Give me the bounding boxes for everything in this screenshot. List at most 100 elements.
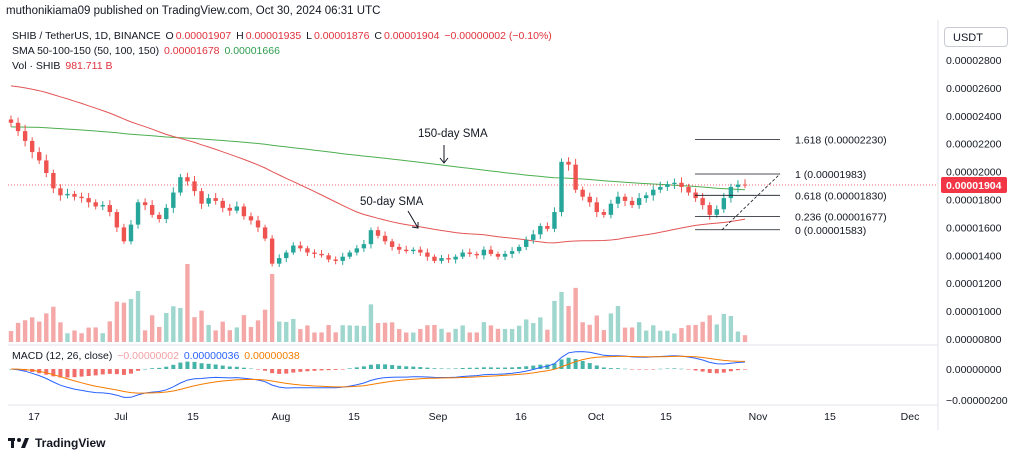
volume-bar bbox=[333, 332, 338, 342]
volume-bar bbox=[298, 329, 303, 342]
macd-hist-bar bbox=[121, 369, 126, 375]
candle-body bbox=[340, 256, 345, 261]
candle-body bbox=[622, 196, 628, 201]
candle-body bbox=[164, 207, 169, 220]
volume-bar bbox=[679, 328, 684, 342]
candle-body bbox=[361, 244, 367, 249]
volume-bar bbox=[651, 325, 656, 342]
volume-bar bbox=[319, 332, 324, 342]
fib-trend-line bbox=[721, 173, 781, 231]
candle-body bbox=[481, 249, 487, 256]
macd-hist-bar bbox=[658, 368, 663, 370]
time-tick-label: 15 bbox=[824, 411, 836, 423]
annotation-50-sma: 50-day SMA bbox=[360, 196, 424, 208]
volume-bar bbox=[157, 326, 162, 342]
volume-bar bbox=[587, 324, 592, 342]
volume-bar bbox=[227, 330, 232, 342]
candle-body bbox=[432, 256, 437, 261]
candle-body bbox=[651, 189, 656, 196]
candle-body bbox=[460, 252, 465, 257]
price-tick-label: 0.00002200 bbox=[946, 139, 1002, 151]
macd-hist-bar bbox=[376, 364, 380, 369]
candle-body bbox=[502, 253, 508, 257]
volume-bar bbox=[636, 322, 642, 342]
macd-hist-bar bbox=[312, 369, 317, 371]
volume-bar bbox=[368, 304, 374, 342]
macd-hist-bar bbox=[672, 368, 677, 369]
candle-body bbox=[100, 205, 105, 207]
candle-body bbox=[686, 186, 691, 193]
volume-bar bbox=[538, 317, 543, 342]
volume-bar bbox=[693, 324, 698, 342]
time-axis-ticks: 17 Jul 15 Aug 15 Sep 16 Oct 15 Nov 15 Dec bbox=[28, 411, 919, 423]
candle-body bbox=[728, 186, 734, 199]
macd-hist-bar bbox=[206, 363, 211, 369]
macd-hist-bar bbox=[637, 369, 642, 370]
volume-bar bbox=[516, 325, 522, 342]
volume-bar bbox=[178, 307, 183, 342]
volume-bar bbox=[37, 321, 42, 342]
volume-bar bbox=[149, 315, 155, 342]
currency-button[interactable]: USDT bbox=[944, 27, 1008, 47]
macd-hist-bar bbox=[333, 369, 338, 370]
candle-body bbox=[679, 182, 684, 187]
candle-body bbox=[488, 249, 494, 254]
volume-bar bbox=[714, 324, 719, 342]
candle-body bbox=[333, 259, 338, 261]
legend-symbol-row: SHIB / TetherUS, 1D, BINANCE O 0.00001907… bbox=[12, 30, 554, 42]
macd-hist-bar bbox=[16, 369, 21, 370]
candle-body bbox=[192, 181, 197, 192]
candle-body bbox=[213, 198, 218, 201]
candle-body bbox=[693, 192, 698, 199]
macd-hist-bar bbox=[693, 369, 698, 371]
candle-body bbox=[538, 226, 543, 235]
candle-body bbox=[375, 230, 381, 236]
volume-bar bbox=[248, 326, 254, 342]
volume-bar bbox=[340, 325, 345, 342]
volume-bar bbox=[474, 332, 480, 342]
macd-histogram-value: −0.00000002 bbox=[117, 350, 179, 362]
macd-hist-bar bbox=[601, 367, 606, 369]
macd-hist-bar bbox=[30, 369, 35, 372]
macd-hist-bar bbox=[566, 357, 571, 369]
macd-hist-bar bbox=[86, 369, 91, 376]
macd-hist-bar bbox=[510, 367, 515, 369]
time-tick-label: 15 bbox=[660, 411, 672, 423]
macd-hist-bar bbox=[679, 368, 684, 370]
macd-axis-ticks: 0.00000000 −0.00000200 bbox=[946, 364, 1008, 407]
volume-bar bbox=[347, 325, 352, 342]
volume-bar bbox=[305, 325, 310, 342]
candle-body bbox=[269, 238, 275, 264]
time-tick-label: Jul bbox=[114, 411, 127, 423]
macd-hist-bar bbox=[178, 362, 183, 369]
macd-hist-bar bbox=[743, 369, 747, 370]
candle-body bbox=[291, 245, 296, 253]
macd-hist-bar bbox=[735, 369, 740, 371]
candle-body bbox=[552, 212, 557, 229]
candle-body bbox=[389, 241, 395, 247]
price-tick-label: 0.00001000 bbox=[946, 306, 1002, 318]
macd-hist-bar bbox=[150, 368, 155, 369]
sma-label: SMA 50-100-150 (50, 100, 150) bbox=[12, 45, 160, 57]
macd-hist-bar bbox=[9, 369, 13, 370]
ohlc-low: 0.00001876 bbox=[313, 30, 370, 42]
sma150-value: 0.00001666 bbox=[224, 45, 280, 57]
price-tick-label: 0.00000800 bbox=[946, 334, 1002, 346]
published-info: muthonikiama09 published on TradingView.… bbox=[6, 5, 381, 17]
candle-body bbox=[629, 200, 635, 206]
candle-body bbox=[206, 198, 211, 204]
candle-body bbox=[545, 226, 550, 229]
volume-bar bbox=[580, 322, 585, 342]
volume-bars bbox=[8, 264, 748, 342]
macd-hist-bar bbox=[93, 369, 98, 376]
volume-bar bbox=[213, 330, 218, 342]
candle-body bbox=[58, 188, 63, 196]
volume-bar bbox=[29, 317, 35, 342]
macd-hist-bar bbox=[143, 368, 148, 370]
macd-hist-bar bbox=[580, 360, 585, 369]
macd-hist-bar bbox=[615, 368, 620, 369]
volume-bar bbox=[672, 333, 677, 342]
candle-body bbox=[524, 239, 529, 247]
price-tick-label: 0.00002600 bbox=[946, 83, 1002, 95]
